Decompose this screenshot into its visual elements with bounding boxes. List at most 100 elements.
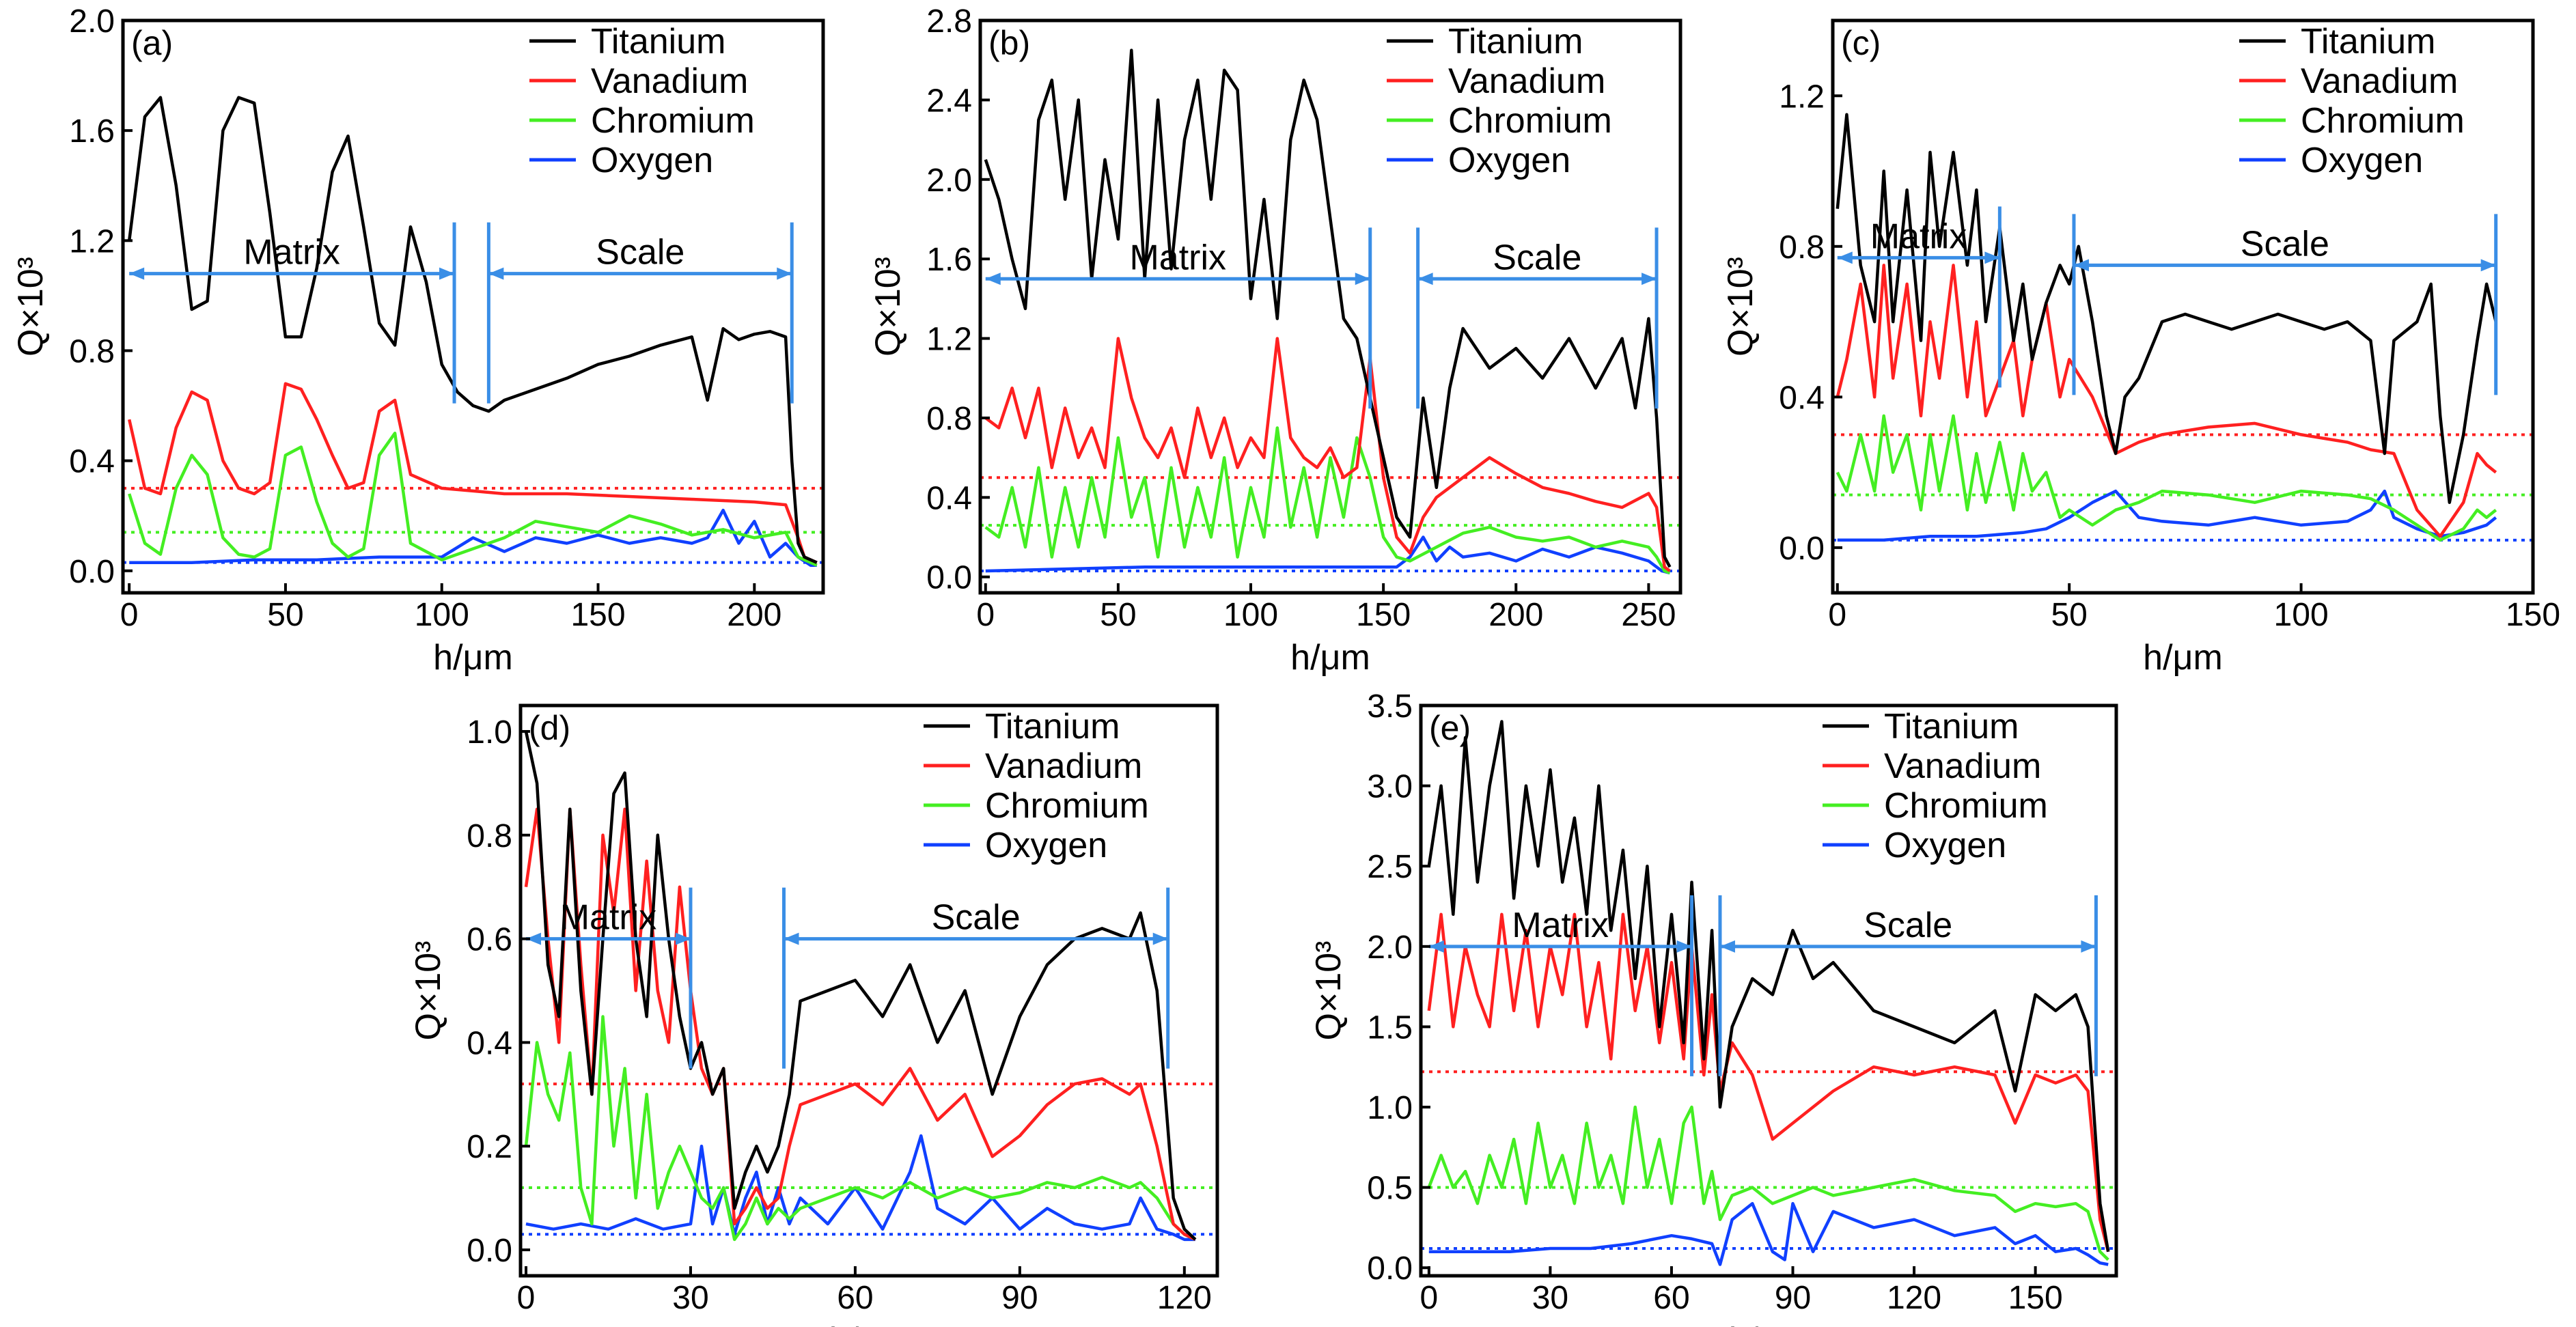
x-tick-label: 100 — [2274, 597, 2329, 633]
series-line-titanium — [1836, 113, 2497, 504]
y-tick-label: 0.8 — [1779, 229, 1825, 266]
x-axis-label: h/μm — [829, 1321, 909, 1327]
y-tick-label: 2.0 — [1367, 930, 1413, 966]
region-scale: Scale — [1718, 895, 2098, 1076]
panel-label: (a) — [131, 24, 173, 62]
legend-label: Chromium — [1448, 101, 1612, 141]
legend-label: Chromium — [591, 101, 755, 141]
arrowhead-left-icon — [488, 267, 504, 280]
y-tick-label: 1.6 — [69, 113, 115, 150]
region-scale: Scale — [1416, 227, 1659, 409]
legend-label: Vanadium — [1448, 61, 1605, 101]
series-line-vanadium — [1836, 264, 2497, 538]
legend-item-vanadium: Vanadium — [924, 746, 1142, 786]
x-tick-label: 150 — [2008, 1280, 2063, 1316]
arrowhead-right-icon — [1676, 940, 1692, 953]
plot-frame — [518, 703, 1219, 1278]
x-tick-label: 100 — [415, 597, 469, 633]
panel-label: (d) — [529, 709, 570, 747]
legend-item-oxygen: Oxygen — [529, 141, 713, 180]
y-tick-label: 1.2 — [1779, 79, 1825, 115]
y-axis-label: Q×10³ — [408, 941, 448, 1041]
legend-label: Chromium — [1884, 786, 2048, 826]
plot-area — [127, 96, 818, 567]
x-tick-label: 120 — [1157, 1280, 1212, 1316]
y-tick-label: 0.4 — [69, 444, 115, 480]
y-tick-label: 0.4 — [1779, 380, 1825, 416]
x-tick-label: 120 — [1887, 1280, 1941, 1316]
x-tick-label: 200 — [1488, 597, 1543, 633]
arrowhead-right-icon — [2480, 259, 2496, 272]
x-tick-label: 50 — [1100, 597, 1136, 633]
plot-frame — [1831, 18, 2535, 595]
y-tick-label: 1.2 — [69, 223, 115, 260]
y-tick-label: 1.0 — [1367, 1090, 1413, 1126]
legend-label: Titanium — [2301, 22, 2435, 61]
arrowhead-right-icon — [675, 932, 691, 945]
y-tick-label: 0.0 — [69, 554, 115, 590]
region-matrix: Matrix — [1428, 895, 1694, 1076]
x-tick-label: 90 — [1001, 1280, 1038, 1316]
series-line-oxygen — [129, 508, 817, 567]
x-tick-label: 0 — [1828, 597, 1846, 633]
y-tick-label: 0.8 — [467, 818, 512, 854]
x-tick-label: 200 — [727, 597, 781, 633]
series-line-chromium — [128, 432, 818, 567]
legend-item-oxygen: Oxygen — [2239, 141, 2423, 180]
x-tick-label: 150 — [1356, 597, 1411, 633]
legend-item-vanadium: Vanadium — [2239, 61, 2458, 101]
legend-item-chromium: Chromium — [1823, 786, 2048, 826]
arrowhead-left-icon — [784, 932, 799, 945]
legend-item-vanadium: Vanadium — [1387, 61, 1605, 101]
series-line-oxygen — [1428, 1201, 2109, 1266]
legend-label: Vanadium — [2301, 61, 2458, 101]
y-axis-label: Q×10³ — [1309, 941, 1348, 1041]
plot-frame — [1419, 703, 2118, 1278]
region-label: Matrix — [1870, 216, 1967, 256]
y-tick-label: 3.0 — [1367, 769, 1413, 805]
legend-label: Titanium — [985, 707, 1120, 746]
y-tick-label: 3.5 — [1367, 688, 1413, 725]
region-label: Scale — [1493, 238, 1581, 277]
panel-label: (b) — [988, 24, 1030, 62]
region-matrix: Matrix — [985, 227, 1372, 409]
x-axis-label: h/μm — [433, 638, 513, 678]
arrowhead-left-icon — [526, 932, 542, 945]
legend-item-oxygen: Oxygen — [1823, 826, 2006, 865]
y-axis-label: Q×10³ — [11, 257, 51, 357]
legend-item-chromium: Chromium — [529, 101, 755, 141]
y-tick-label: 2.0 — [69, 3, 115, 40]
region-label: Scale — [932, 898, 1021, 938]
y-tick-label: 0.4 — [926, 480, 972, 516]
y-tick-label: 0.8 — [69, 333, 115, 369]
x-tick-label: 60 — [837, 1280, 873, 1316]
series-line-vanadium — [984, 337, 1671, 572]
plot-area — [984, 48, 1672, 575]
region-scale: Scale — [486, 222, 794, 404]
panel-label: (e) — [1429, 709, 1471, 747]
legend-item-titanium: Titanium — [1387, 22, 1583, 61]
legend-label: Vanadium — [1884, 746, 2041, 786]
plot-frame — [121, 18, 825, 595]
legend-item-oxygen: Oxygen — [1387, 141, 1570, 180]
y-tick-label: 2.0 — [926, 163, 972, 199]
series-line-chromium — [984, 426, 1671, 575]
chart-panel-2: Matrix Scale 0 50 100 150 200 250 0.0 0.4 0.8 1.2 1.… — [868, 3, 1682, 678]
plot-area — [1836, 113, 2497, 542]
y-tick-label: 1.2 — [926, 322, 972, 358]
legend-item-titanium: Titanium — [1823, 707, 2019, 746]
y-tick-label: 2.4 — [926, 83, 972, 119]
region-matrix: Matrix — [526, 887, 693, 1069]
x-axis-label: h/μm — [2143, 638, 2223, 678]
y-axis-label: Q×10³ — [868, 257, 908, 357]
y-tick-label: 0.0 — [926, 560, 972, 596]
arrowhead-left-icon — [1837, 251, 1853, 264]
series-line-oxygen — [985, 535, 1671, 575]
series-line-vanadium — [1427, 912, 2110, 1253]
plot-area — [1427, 720, 2110, 1266]
arrowhead-right-icon — [1984, 251, 2000, 264]
